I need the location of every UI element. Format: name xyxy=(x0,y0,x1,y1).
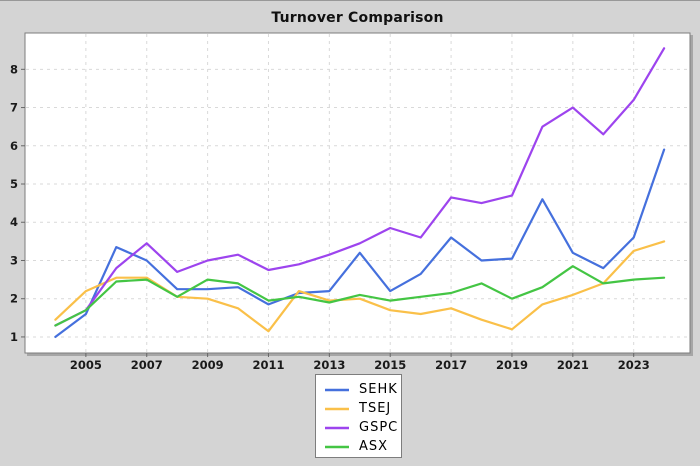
x-tick-label: 2021 xyxy=(557,358,589,372)
x-tick-label: 2013 xyxy=(313,358,345,372)
turnover-line-chart: 1 2 3 4 5 6 7 8 2005 2007 2009 2011 2013 2015 2017 2019… xyxy=(10,32,693,372)
x-tick-label: 2017 xyxy=(435,358,467,372)
y-tick-label: 2 xyxy=(10,292,18,306)
x-tick-label: 2005 xyxy=(70,358,102,372)
x-tick-label: 2023 xyxy=(618,358,650,372)
x-tick-label: 2007 xyxy=(131,358,163,372)
y-tick-label: 7 xyxy=(10,101,18,115)
y-tick-label: 3 xyxy=(10,253,18,267)
legend-item-asx: ASX xyxy=(316,437,401,456)
legend-label-sehk: SEHK xyxy=(359,382,398,397)
plot-area xyxy=(24,32,691,354)
legend-label-asx: ASX xyxy=(359,439,389,454)
y-tick-label: 1 xyxy=(10,330,18,344)
legend-item-gspc: GSPC xyxy=(316,418,401,437)
legend-label-tsej: TSEJ xyxy=(359,401,392,416)
x-tick-label: 2011 xyxy=(252,358,284,372)
chart-legend: SEHK TSEJ GSPC ASX xyxy=(315,374,402,458)
series-line-gspc xyxy=(54,47,666,327)
legend-label-gspc: GSPC xyxy=(359,420,399,435)
sehk-line-swatch-icon xyxy=(325,388,349,391)
legend-item-tsej: TSEJ xyxy=(316,399,401,418)
series-line-sehk xyxy=(54,148,666,338)
y-tick-label: 4 xyxy=(10,215,18,229)
x-tick-label: 2015 xyxy=(374,358,406,372)
chart-title: Turnover Comparison xyxy=(271,10,444,26)
y-tick-label: 6 xyxy=(10,139,18,153)
series-line-tsej xyxy=(54,240,666,333)
legend-item-sehk: SEHK xyxy=(316,380,401,399)
series-line-asx xyxy=(54,265,666,327)
x-tick-label: 2019 xyxy=(496,358,528,372)
y-tick-label: 8 xyxy=(10,62,18,76)
asx-line-swatch-icon xyxy=(325,445,349,448)
x-tick-label: 2009 xyxy=(192,358,224,372)
gspc-line-swatch-icon xyxy=(325,426,349,429)
y-tick-label: 5 xyxy=(10,177,18,191)
tsej-line-swatch-icon xyxy=(325,407,349,410)
